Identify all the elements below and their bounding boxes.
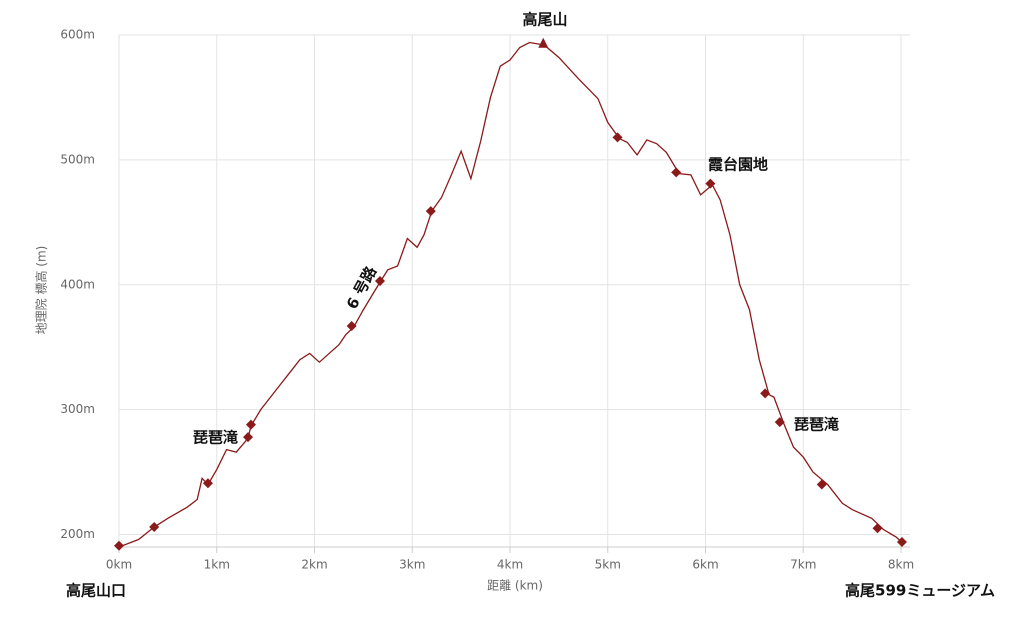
elevation-line	[118, 41, 904, 548]
waypoint-marker	[774, 417, 785, 428]
waypoint-marker	[149, 522, 160, 533]
x-tick-label: 0km	[106, 558, 132, 572]
x-tick-label: 1km	[204, 558, 230, 572]
x-tick-label: 3km	[399, 558, 425, 572]
x-tick-label: 2km	[301, 558, 327, 572]
start-label: 高尾山口	[66, 582, 126, 600]
x-tick-label: 6km	[692, 558, 718, 572]
waypoint-marker	[114, 540, 124, 551]
waypoint-marker	[612, 132, 623, 143]
x-tick-label: 5km	[595, 558, 621, 572]
x-axis-title: 距離 (km)	[487, 579, 543, 593]
annotation: 琵琶滝	[794, 416, 839, 434]
waypoint-marker	[872, 523, 883, 534]
y-axis-title: 地理院 標高 (m)	[34, 246, 49, 335]
waypoint-marker	[760, 388, 771, 399]
annotation: 霞台園地	[708, 156, 768, 174]
y-tick-label: 500m	[60, 152, 95, 166]
waypoint-marker	[243, 432, 254, 443]
annotation: 高尾山	[522, 11, 567, 29]
y-tick-label: 300m	[60, 402, 95, 416]
y-tick-label: 400m	[60, 277, 95, 291]
waypoint-marker	[374, 276, 385, 287]
waypoint-marker	[202, 478, 213, 489]
waypoint-marker	[346, 320, 357, 331]
y-tick-label: 600m	[60, 28, 95, 42]
annotation: 6 号路	[343, 263, 381, 313]
annotation: 琵琶滝	[193, 429, 238, 447]
waypoint-marker	[816, 479, 827, 490]
waypoint-marker	[896, 537, 907, 548]
waypoint-marker	[671, 167, 682, 178]
y-tick-label: 200m	[60, 527, 95, 541]
waypoint-marker	[705, 178, 716, 189]
waypoint-marker	[425, 206, 436, 217]
x-tick-label: 7km	[790, 558, 816, 572]
x-tick-label: 4km	[497, 558, 523, 572]
x-tick-label: 8km	[888, 558, 914, 572]
waypoint-marker	[245, 419, 256, 430]
end-label: 高尾599ミュージアム	[845, 582, 995, 600]
peak-marker	[538, 37, 549, 48]
